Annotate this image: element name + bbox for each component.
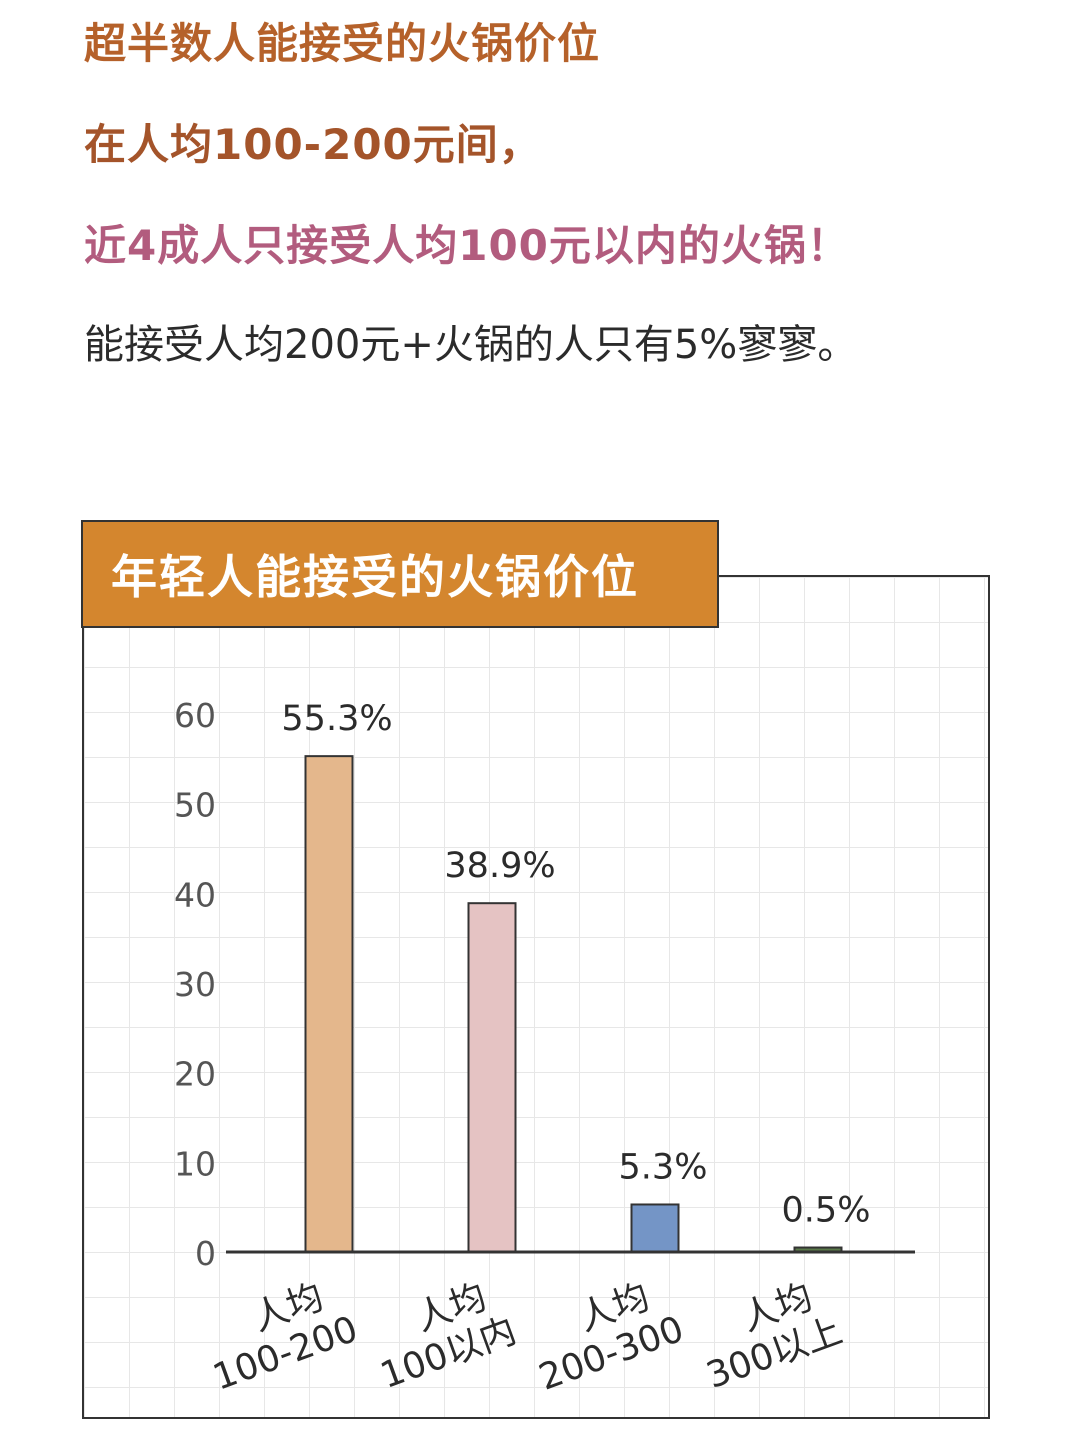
bar bbox=[304, 755, 354, 1253]
subline: 能接受人均200元+火锅的人只有5%寥寥。 bbox=[84, 322, 858, 368]
data-label: 0.5% bbox=[782, 1191, 871, 1231]
headline-line-1: 超半数人能接受的火锅价位 bbox=[84, 19, 601, 68]
chart-title: 年轻人能接受的火锅价位 bbox=[111, 550, 639, 604]
chart-title-tab: 年轻人能接受的火锅价位 bbox=[81, 520, 719, 628]
y-tick-label: 20 bbox=[174, 1055, 216, 1094]
data-label: 55.3% bbox=[281, 699, 392, 739]
headline-line-3: 近4成人只接受人均100元以内的火锅！ bbox=[84, 221, 850, 270]
x-tick-label: 人均100-200 bbox=[208, 1276, 363, 1398]
bar bbox=[630, 1203, 680, 1254]
chart-panel bbox=[82, 575, 990, 1419]
bar bbox=[467, 902, 517, 1253]
y-tick-label: 0 bbox=[195, 1234, 216, 1273]
y-tick-label: 40 bbox=[174, 875, 216, 914]
x-tick-label: 人均200-300 bbox=[534, 1276, 689, 1398]
y-tick-label: 30 bbox=[174, 965, 216, 1004]
data-label: 5.3% bbox=[619, 1147, 708, 1187]
data-label: 38.9% bbox=[444, 846, 555, 886]
headline-line-2: 在人均100-200元间， bbox=[84, 120, 542, 169]
y-tick-label: 10 bbox=[174, 1144, 216, 1183]
y-tick-label: 50 bbox=[174, 786, 216, 825]
y-tick-label: 60 bbox=[174, 696, 216, 735]
